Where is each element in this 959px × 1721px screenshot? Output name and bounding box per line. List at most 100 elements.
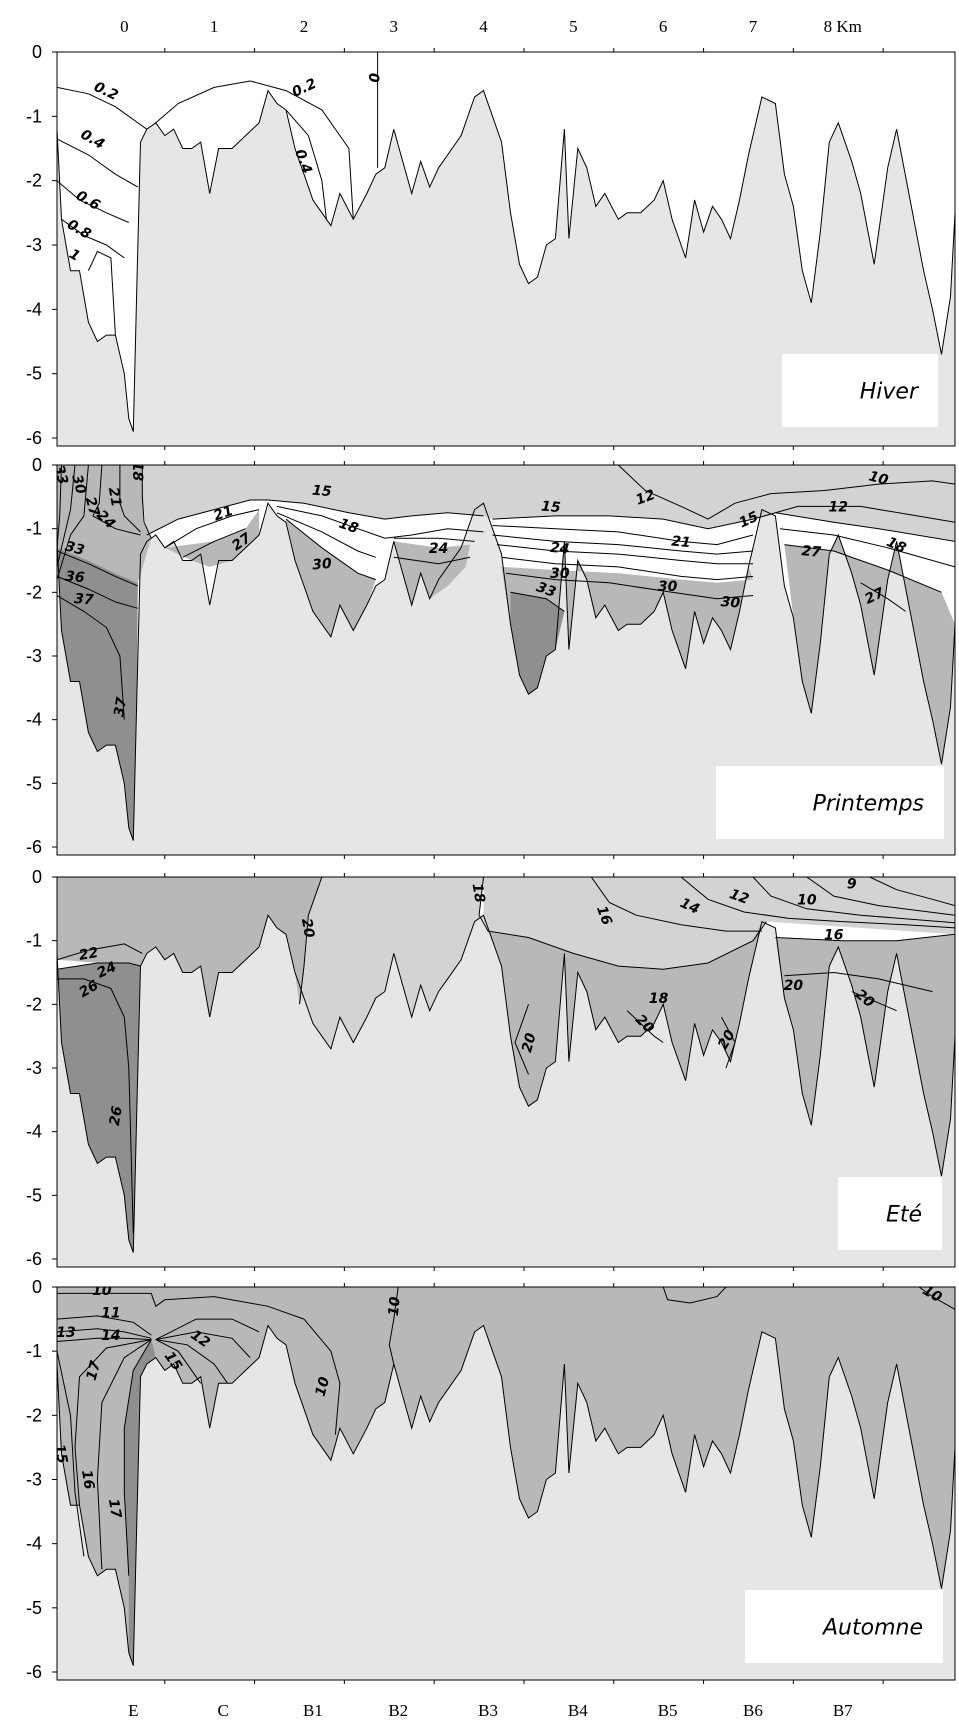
contour-line — [806, 877, 955, 916]
bathymetry-profile — [57, 502, 955, 841]
contour-line — [285, 518, 376, 581]
contour-line — [164, 509, 260, 549]
contour-line — [57, 595, 125, 720]
contour-value-label: 21 — [105, 486, 124, 508]
contour-value-label: 24 — [429, 541, 448, 557]
contour-value-label: 21 — [671, 534, 692, 552]
shaded-zone — [57, 465, 152, 583]
contour-value-label: 20 — [784, 978, 804, 994]
contour-line — [155, 80, 354, 220]
shaded-zone — [775, 934, 955, 1177]
y-tick-label: -1 — [26, 519, 42, 539]
contour-value-label: 10 — [92, 1283, 112, 1299]
station-label: E — [128, 1701, 138, 1720]
bathymetry-profile — [57, 1324, 955, 1666]
station-label: B7 — [833, 1701, 853, 1720]
shaded-zone — [286, 519, 376, 637]
y-tick-label: -4 — [26, 1122, 42, 1142]
contour-line — [57, 943, 143, 961]
contour-line — [478, 877, 767, 970]
contour-value-label: 18 — [469, 882, 488, 904]
y-tick-label: -1 — [26, 106, 42, 126]
shaded-zone — [57, 541, 138, 841]
contour-value-label: 33 — [50, 463, 70, 486]
station-label: B5 — [658, 1701, 678, 1720]
contour-line — [496, 544, 753, 565]
contour-line — [57, 465, 89, 580]
contour-line — [492, 534, 754, 555]
contour-value-label: 15 — [540, 499, 561, 517]
shaded-zone — [124, 1339, 156, 1666]
contour-line — [155, 1339, 229, 1384]
contour-line — [501, 556, 754, 581]
contour-value-label: 15 — [51, 1443, 70, 1465]
km-tick-label: 2 — [300, 17, 309, 36]
contour-value-label: 24 — [549, 540, 570, 558]
contour-line — [492, 505, 955, 530]
y-tick-label: 0 — [32, 42, 42, 62]
contour-value-label: 0.4 — [291, 147, 315, 176]
contour-line — [775, 512, 955, 542]
contour-line — [57, 550, 138, 587]
contour-line — [775, 933, 955, 942]
contour-line — [141, 465, 152, 539]
shaded-zone — [510, 592, 565, 695]
contour-line — [57, 138, 139, 188]
contour-value-label: 14 — [677, 895, 701, 918]
contour-value-label: 15 — [311, 483, 332, 501]
season-label: Eté — [886, 1203, 922, 1228]
station-label: B4 — [568, 1701, 588, 1720]
contour-line — [57, 978, 134, 1234]
water-area — [57, 52, 955, 432]
contour-line — [57, 465, 76, 568]
season-label-box — [745, 1590, 943, 1663]
contour-value-label: 30 — [68, 473, 89, 496]
km-tick-label: 7 — [749, 17, 758, 36]
contour-line — [155, 1339, 202, 1384]
season-label: Printemps — [813, 792, 924, 817]
station-label: B6 — [743, 1701, 763, 1720]
bathymetry-profile — [57, 914, 955, 1253]
contour-line — [57, 962, 141, 970]
contour-value-label: 30 — [550, 566, 570, 582]
contour-line — [869, 877, 955, 907]
km-tick-label: 3 — [390, 17, 399, 36]
station-label: B1 — [303, 1701, 323, 1720]
contour-value-label: 36 — [64, 569, 85, 587]
contour-line — [92, 465, 141, 536]
contour-line — [752, 877, 955, 924]
panel-frame — [56, 464, 956, 856]
contour-value-label: 0 — [365, 73, 381, 83]
contour-line — [57, 86, 148, 130]
contour-value-label: 21 — [212, 503, 236, 525]
contour-value-label: 16 — [593, 904, 615, 928]
contour-value-label: 37 — [73, 591, 94, 609]
contour-line — [57, 1292, 305, 1320]
contour-value-label: 27 — [82, 495, 103, 518]
y-tick-label: -2 — [26, 171, 42, 191]
contour-value-label: 33 — [63, 538, 86, 558]
station-label: B3 — [478, 1701, 498, 1720]
season-label-box — [716, 766, 944, 839]
contour-value-label: 27 — [801, 543, 822, 561]
y-tick-label: -2 — [26, 994, 42, 1014]
km-tick-label: 8 Km — [824, 17, 862, 36]
contour-line — [61, 218, 125, 259]
contour-line — [860, 582, 906, 612]
contour-line — [617, 465, 955, 520]
contour-line — [784, 544, 942, 593]
km-tick-label: 5 — [569, 17, 578, 36]
y-tick-label: -6 — [26, 837, 42, 857]
contour-value-label: 30 — [658, 579, 678, 595]
km-tick-label: 1 — [210, 17, 219, 36]
y-tick-label: 0 — [32, 455, 42, 475]
shaded-zone — [164, 509, 260, 567]
y-tick-label: -3 — [26, 1470, 42, 1490]
contour-line — [285, 109, 327, 220]
contour-line — [393, 537, 475, 542]
contour-line — [276, 512, 376, 558]
contour-value-label: 17 — [105, 1498, 124, 1520]
contour-line — [851, 991, 897, 1012]
